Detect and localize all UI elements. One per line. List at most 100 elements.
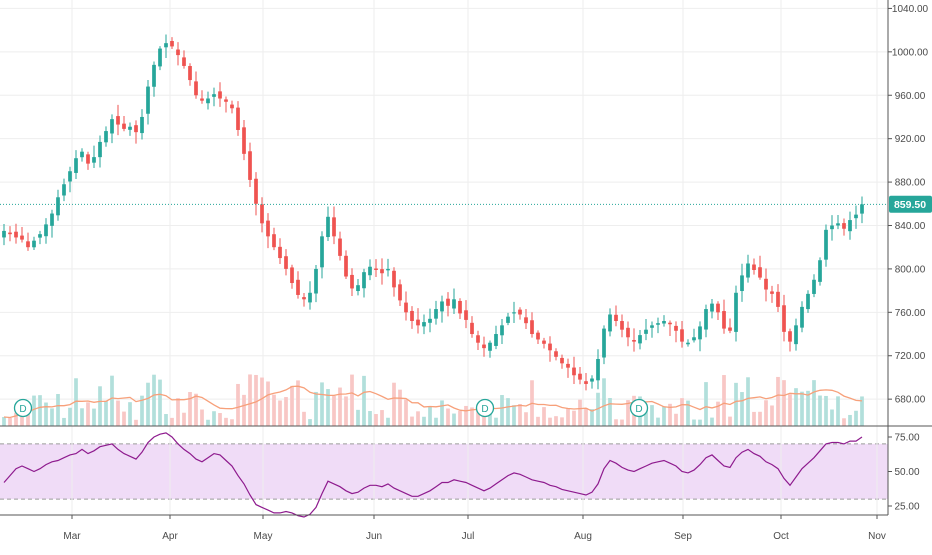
candle-body bbox=[200, 98, 204, 101]
rsi-line bbox=[3, 432, 863, 518]
volume-bar bbox=[284, 397, 288, 426]
candle-body bbox=[548, 343, 552, 351]
candle-body bbox=[146, 86, 150, 114]
candle-body bbox=[662, 321, 666, 324]
volume-bar bbox=[602, 378, 606, 426]
rsi-band-layer bbox=[0, 443, 888, 500]
candle-body bbox=[38, 234, 42, 238]
time-tick-label: Jun bbox=[366, 531, 382, 542]
price-tick-label: 1000.00 bbox=[892, 47, 929, 58]
dividend-marker[interactable]: D bbox=[13, 398, 33, 418]
volume-bar bbox=[608, 397, 612, 426]
candle-body bbox=[716, 303, 720, 313]
volume-bar bbox=[254, 374, 258, 426]
candle-body bbox=[254, 178, 258, 204]
volume-bar bbox=[536, 416, 540, 426]
candle-body bbox=[356, 285, 360, 292]
volume-bar bbox=[494, 417, 498, 426]
candle-body bbox=[788, 331, 792, 342]
volume-bar bbox=[686, 400, 690, 426]
candle-body bbox=[248, 151, 252, 180]
volume-bar bbox=[224, 417, 228, 426]
volume-bar bbox=[758, 411, 762, 426]
volume-bar bbox=[332, 395, 336, 426]
time-tick-label: Jul bbox=[462, 531, 475, 542]
volume-bar bbox=[698, 419, 702, 426]
volume-bar bbox=[134, 419, 138, 426]
volume-bar bbox=[32, 395, 36, 426]
candle-body bbox=[212, 94, 216, 97]
volume-bar bbox=[350, 374, 354, 426]
candle-body bbox=[152, 64, 156, 87]
volume-bar bbox=[506, 398, 510, 426]
volume-bar bbox=[614, 419, 618, 426]
candle-body bbox=[308, 292, 312, 303]
candle-body bbox=[620, 321, 624, 330]
candle-body bbox=[218, 91, 222, 99]
volume-bar bbox=[110, 375, 114, 426]
candle-body bbox=[668, 322, 672, 325]
last-price-tag-background bbox=[889, 195, 932, 213]
volume-bar bbox=[656, 417, 660, 426]
volume-bar bbox=[170, 417, 174, 426]
volume-bar bbox=[488, 408, 492, 426]
candle-body bbox=[260, 204, 264, 224]
volume-bar bbox=[266, 381, 270, 426]
volume-bar bbox=[344, 396, 348, 426]
time-tick-label: Sep bbox=[674, 531, 692, 542]
candle-body bbox=[338, 238, 342, 256]
candle-body bbox=[182, 57, 186, 66]
candle-body bbox=[752, 264, 756, 270]
volume-bar bbox=[218, 413, 222, 426]
candle-body bbox=[410, 310, 414, 322]
volume-bar bbox=[422, 416, 426, 426]
candle-body bbox=[530, 320, 534, 335]
volume-bar bbox=[320, 382, 324, 426]
volume-bar bbox=[830, 409, 834, 426]
candle-body bbox=[140, 116, 144, 134]
dividend-marker[interactable]: D bbox=[629, 398, 649, 418]
volume-bar bbox=[404, 399, 408, 426]
grid-layer bbox=[0, 0, 888, 515]
axis-layer: 1040.00 1000.00 960.00 920.00 880.00 840.00 80… bbox=[63, 4, 928, 542]
volume-bar bbox=[818, 395, 822, 426]
volume-bar bbox=[248, 374, 252, 426]
volume-bar bbox=[152, 374, 156, 426]
volume-bar bbox=[122, 411, 126, 426]
volume-bar bbox=[356, 409, 360, 426]
volume-bar bbox=[524, 412, 528, 426]
candle-body bbox=[728, 327, 732, 331]
dividend-marker[interactable]: D bbox=[475, 398, 495, 418]
candle-body bbox=[848, 220, 852, 232]
volume-bar bbox=[2, 416, 6, 426]
candle-body bbox=[470, 322, 474, 335]
candle-body bbox=[206, 98, 210, 104]
volume-bar bbox=[620, 419, 624, 426]
volume-bar bbox=[842, 418, 846, 426]
candle-body bbox=[398, 284, 402, 301]
dividend-marker-label: D bbox=[635, 404, 642, 415]
candle-body bbox=[758, 267, 762, 278]
volume-bar bbox=[650, 405, 654, 426]
candle-body bbox=[428, 318, 432, 323]
volume-bar bbox=[716, 401, 720, 426]
dividend-marker-circle bbox=[475, 398, 495, 418]
candle-body bbox=[320, 236, 324, 268]
volume-bar bbox=[806, 390, 810, 426]
candle-body bbox=[464, 310, 468, 320]
candle-body bbox=[452, 299, 456, 309]
candle-body bbox=[836, 223, 840, 226]
candle-body bbox=[518, 309, 522, 315]
candle-body bbox=[512, 312, 516, 314]
candle-body bbox=[188, 66, 192, 81]
candle-body bbox=[296, 279, 300, 295]
candle-body bbox=[92, 157, 96, 163]
volume-bar bbox=[848, 414, 852, 426]
candle-body bbox=[488, 342, 492, 351]
candle-body bbox=[800, 306, 804, 328]
volume-bar bbox=[470, 407, 474, 426]
price-tick-label: 720.00 bbox=[895, 351, 926, 362]
volume-bar bbox=[518, 403, 522, 426]
